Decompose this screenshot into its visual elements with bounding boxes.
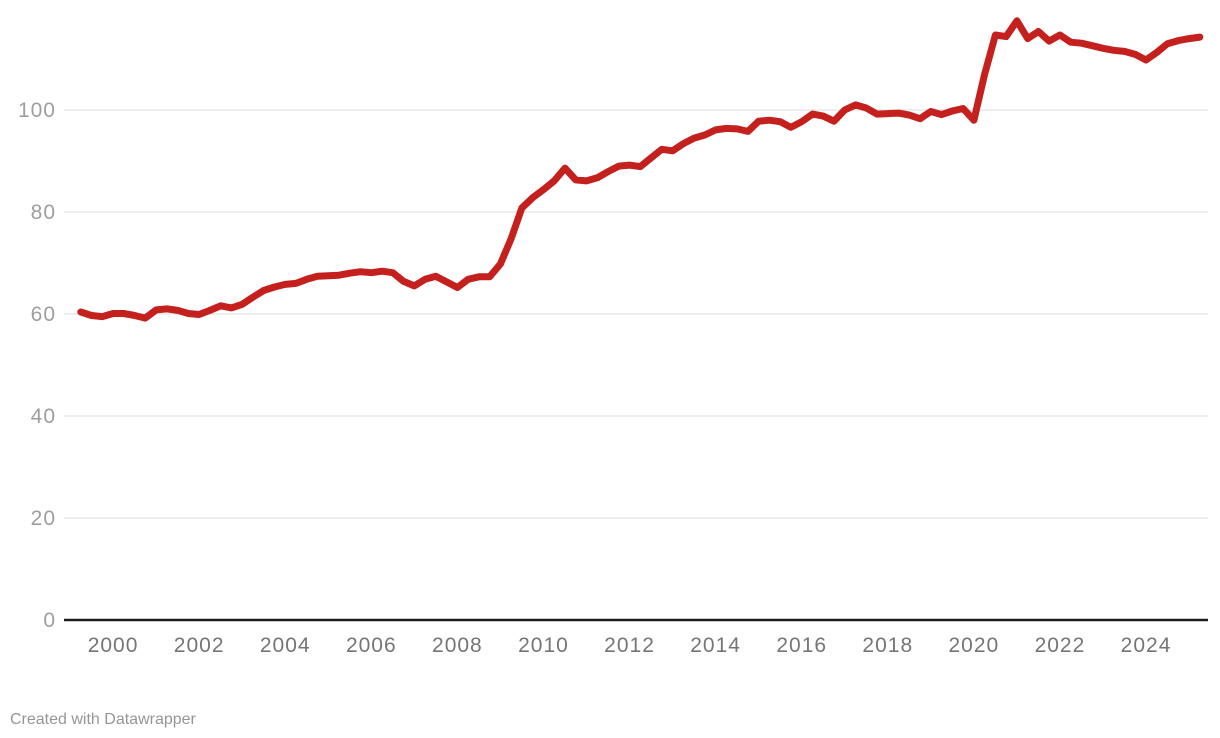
x-tick-label-2006: 2006 xyxy=(346,634,397,657)
x-tick-label-2018: 2018 xyxy=(862,634,913,657)
x-tick-label-2024: 2024 xyxy=(1121,634,1172,657)
y-tick-label-20: 20 xyxy=(31,507,56,530)
y-tick-label-100: 100 xyxy=(18,99,56,122)
x-tick-label-2016: 2016 xyxy=(776,634,827,657)
series-line-index xyxy=(77,17,1204,322)
y-tick-label-40: 40 xyxy=(31,405,56,428)
x-tick-label-2010: 2010 xyxy=(518,634,569,657)
x-tick-label-2020: 2020 xyxy=(949,634,1000,657)
x-tick-label-2022: 2022 xyxy=(1035,634,1086,657)
x-tick-label-2014: 2014 xyxy=(690,634,741,657)
y-tick-label-80: 80 xyxy=(31,201,56,224)
x-tick-label-2012: 2012 xyxy=(604,634,655,657)
x-tick-label-2004: 2004 xyxy=(260,634,311,657)
y-grid: 0 20 40 60 80 100 xyxy=(18,99,1208,632)
y-tick-label-0: 0 xyxy=(43,609,56,632)
x-tick-label-2000: 2000 xyxy=(88,634,139,657)
x-tick-label-2008: 2008 xyxy=(432,634,483,657)
y-tick-label-60: 60 xyxy=(31,303,56,326)
datawrapper-credit: Created with Datawrapper xyxy=(10,711,196,728)
x-axis-labels: 2000 2002 2004 2006 2008 2010 2012 2014 2016 2018… xyxy=(88,634,1172,657)
x-tick-label-2002: 2002 xyxy=(174,634,225,657)
